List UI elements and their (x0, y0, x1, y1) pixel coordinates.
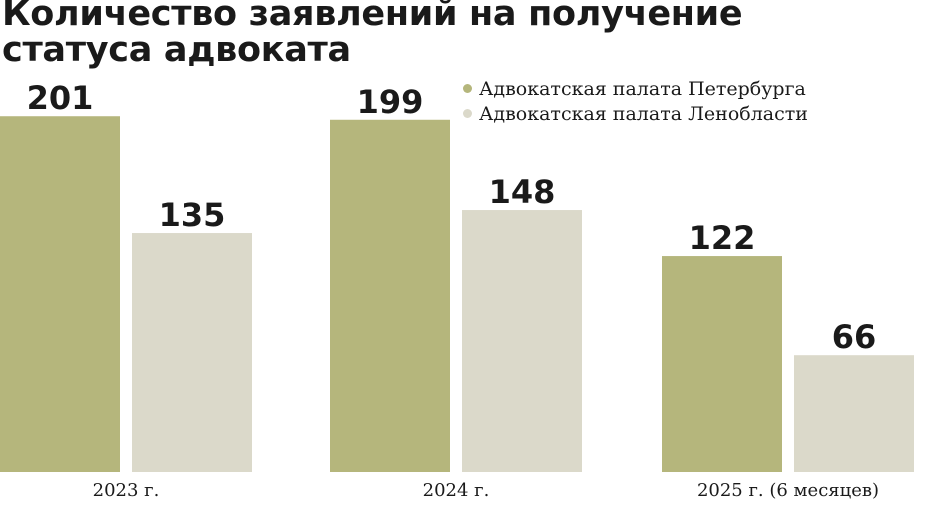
value-label-0-0: 201 (27, 79, 94, 117)
category-label-1: 2024 г. (423, 480, 490, 501)
bar-1-0 (132, 233, 252, 472)
legend-label-spb: Адвокатская палата Петербурга (479, 77, 806, 100)
chart-title: Количество заявлений на получение статус… (2, 0, 743, 70)
legend-label-lo: Адвокатская палата Ленобласти (479, 102, 808, 125)
legend: Адвокатская палата Петербурга Адвокатска… (463, 76, 808, 126)
value-label-0-2: 122 (689, 219, 756, 257)
category-label-0: 2023 г. (93, 480, 160, 501)
bar-1-2 (794, 355, 914, 472)
legend-item-spb: Адвокатская палата Петербурга (463, 76, 808, 101)
value-label-0-1: 199 (357, 83, 424, 121)
legend-swatch-lo (463, 109, 472, 118)
category-label-2: 2025 г. (6 месяцев) (697, 480, 879, 501)
value-label-1-1: 148 (489, 173, 556, 211)
value-label-1-0: 135 (159, 196, 226, 234)
bar-0-0 (0, 116, 120, 472)
bar-1-1 (462, 210, 582, 473)
legend-item-lo: Адвокатская палата Ленобласти (463, 101, 808, 126)
value-label-1-2: 66 (832, 318, 877, 356)
legend-swatch-spb (463, 84, 472, 93)
bar-0-1 (330, 119, 450, 473)
bar-0-2 (662, 256, 782, 472)
